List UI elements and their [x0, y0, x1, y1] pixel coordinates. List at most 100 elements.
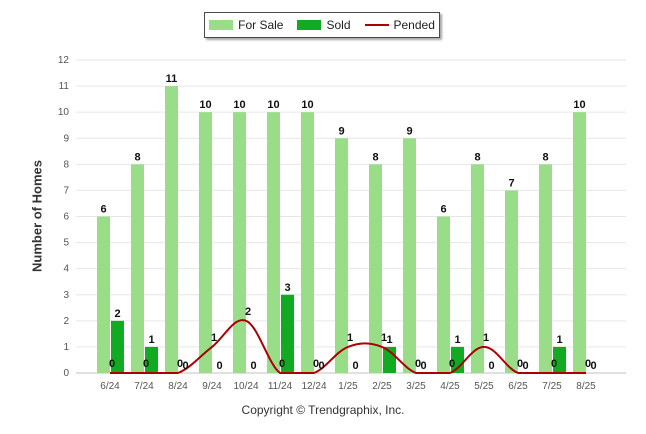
data-label-pended-12-24: 0 [313, 358, 319, 370]
data-label-pended-9-24: 1 [211, 332, 217, 344]
data-label-pended-5-25: 1 [483, 332, 489, 344]
y-tick-label-12: 12 [58, 55, 70, 66]
x-tick-label-10-24: 10/24 [233, 381, 258, 392]
y-tick-label-8: 8 [63, 159, 69, 170]
y-tick-label-0: 0 [63, 368, 69, 379]
data-label-sold-6-24: 2 [114, 308, 120, 320]
x-tick-label-1-25: 1/25 [338, 381, 358, 392]
x-tick-label-7-25: 7/25 [542, 381, 562, 392]
data-label-sold-2-25: 1 [386, 334, 392, 346]
bar-sold-4-25 [451, 346, 464, 373]
data-label-for-sale-12-24: 10 [301, 99, 313, 111]
legend-item-sold: Sold [297, 18, 351, 32]
data-label-pended-8-25: 0 [585, 358, 591, 370]
y-tick-label-3: 3 [63, 290, 69, 301]
bar-for-sale-8-24 [165, 86, 178, 373]
y-tick-label-10: 10 [58, 107, 70, 118]
data-label-for-sale-6-25: 7 [508, 177, 514, 189]
bar-sold-11-24 [281, 294, 294, 373]
data-label-for-sale-8-25: 10 [573, 99, 585, 111]
bar-for-sale-3-25 [403, 138, 416, 373]
data-label-sold-5-25: 0 [488, 360, 494, 372]
x-tick-label-11-24: 11/24 [268, 381, 293, 392]
data-label-for-sale-11-24: 10 [267, 99, 279, 111]
data-label-sold-8-24: 0 [182, 360, 188, 372]
data-label-sold-6-25: 0 [522, 360, 528, 372]
data-label-pended-8-24: 0 [177, 358, 183, 370]
legend-label-for-sale: For Sale [238, 18, 284, 32]
x-tick-label-3-25: 3/25 [406, 381, 426, 392]
x-tick-label-8-24: 8/24 [168, 381, 188, 392]
data-label-for-sale-7-24: 8 [134, 151, 140, 163]
legend-swatch-sold [297, 20, 322, 30]
bar-for-sale-5-25 [471, 164, 484, 373]
data-label-sold-4-25: 1 [454, 334, 460, 346]
x-tick-label-6-24: 6/24 [100, 381, 120, 392]
bar-for-sale-12-24 [301, 112, 314, 374]
data-label-sold-11-24: 3 [284, 282, 290, 294]
data-label-for-sale-9-24: 10 [199, 99, 211, 111]
bar-for-sale-9-24 [199, 112, 212, 374]
data-label-for-sale-2-25: 8 [372, 151, 378, 163]
data-label-for-sale-6-24: 6 [100, 204, 106, 216]
data-label-for-sale-5-25: 8 [474, 151, 480, 163]
x-tick-label-5-25: 5/25 [474, 381, 494, 392]
bar-for-sale-11-24 [267, 112, 280, 374]
data-label-pended-10-24: 2 [245, 306, 251, 318]
data-label-pended-7-24: 0 [143, 358, 149, 370]
data-label-sold-9-24: 0 [216, 360, 222, 372]
x-tick-label-8-25: 8/25 [576, 381, 596, 392]
data-label-sold-1-25: 0 [352, 360, 358, 372]
data-label-sold-12-24: 0 [318, 360, 324, 372]
data-label-sold-8-25: 0 [590, 360, 596, 372]
legend-swatch-pended [364, 24, 389, 26]
y-tick-label-6: 6 [63, 212, 69, 223]
data-label-for-sale-8-24: 11 [166, 73, 178, 85]
y-tick-label-9: 9 [63, 133, 69, 144]
y-tick-label-2: 2 [63, 316, 69, 327]
data-label-for-sale-10-24: 10 [233, 99, 245, 111]
line-pended [110, 319, 586, 374]
bar-for-sale-10-24 [233, 112, 246, 374]
data-label-pended-6-24: 0 [109, 358, 115, 370]
x-tick-label-6-25: 6/25 [508, 381, 528, 392]
data-label-for-sale-3-25: 9 [406, 125, 412, 137]
bar-for-sale-6-25 [505, 190, 518, 373]
bar-sold-7-25 [553, 346, 566, 373]
x-tick-label-2-25: 2/25 [372, 381, 392, 392]
data-label-pended-1-25: 1 [347, 332, 353, 344]
data-label-pended-11-24: 0 [279, 358, 285, 370]
data-label-for-sale-1-25: 9 [338, 125, 344, 137]
bar-for-sale-1-25 [335, 138, 348, 373]
bar-for-sale-8-25 [573, 112, 586, 374]
data-label-pended-2-25: 1 [381, 332, 387, 344]
y-tick-label-11: 11 [59, 81, 70, 92]
data-label-for-sale-4-25: 6 [440, 204, 446, 216]
bar-for-sale-7-24 [131, 164, 144, 373]
legend-item-pended: Pended [364, 18, 435, 32]
y-tick-label-4: 4 [63, 264, 69, 275]
bar-sold-7-24 [145, 346, 158, 373]
data-label-pended-4-25: 0 [449, 358, 455, 370]
legend-label-pended: Pended [393, 18, 435, 32]
legend-item-for-sale: For Sale [209, 18, 283, 32]
data-label-sold-7-24: 1 [148, 334, 154, 346]
data-label-sold-7-25: 1 [556, 334, 562, 346]
data-label-pended-7-25: 0 [551, 358, 557, 370]
data-label-sold-3-25: 0 [420, 360, 426, 372]
bar-sold-6-24 [111, 320, 124, 373]
legend: For Sale Sold Pended [204, 12, 440, 38]
legend-swatch-for-sale [209, 20, 234, 30]
data-label-for-sale-7-25: 8 [542, 151, 548, 163]
x-tick-label-12-24: 12/24 [301, 381, 326, 392]
y-tick-label-1: 1 [63, 342, 69, 353]
legend-label-sold: Sold [326, 18, 351, 32]
data-label-pended-3-25: 0 [415, 358, 421, 370]
bar-for-sale-2-25 [369, 164, 382, 373]
x-tick-label-9-24: 9/24 [202, 381, 222, 392]
bar-for-sale-7-25 [539, 164, 552, 373]
x-tick-label-7-24: 7/24 [134, 381, 154, 392]
data-label-pended-6-25: 0 [517, 358, 523, 370]
y-tick-label-5: 5 [63, 238, 69, 249]
